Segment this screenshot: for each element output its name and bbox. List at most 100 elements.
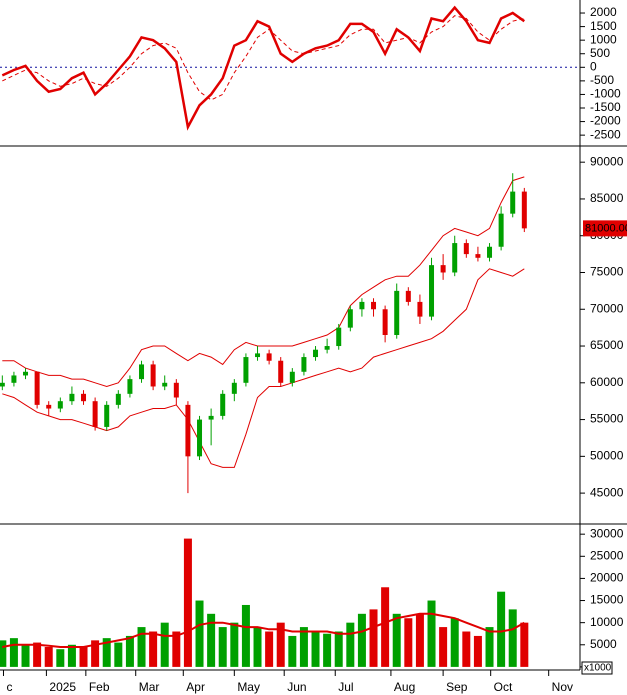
volume-bar (218, 627, 227, 667)
candle-body (452, 243, 458, 273)
volume-bar (183, 538, 192, 667)
volume-bar (473, 635, 482, 667)
volume-bar (392, 613, 401, 667)
unit-label: x1000 (584, 663, 612, 674)
volume-bar (288, 635, 297, 667)
y-tick-label: 20000 (590, 571, 624, 585)
candle-body (347, 309, 353, 328)
candle-body (127, 379, 133, 394)
x-tick-label: Nov (552, 680, 573, 694)
candle-body (173, 382, 179, 398)
volume-bar (334, 631, 343, 667)
volume-bar (508, 609, 517, 667)
volume-bar (450, 618, 459, 667)
volume-bar (114, 642, 123, 667)
band-line (2, 176, 525, 388)
candle-body (429, 265, 435, 317)
unit-box (581, 661, 613, 675)
volume-bar (427, 600, 436, 667)
volume-bar (0, 640, 7, 667)
x-tick-label: May (237, 680, 260, 694)
volume-bar (381, 587, 390, 667)
volume-bar (276, 622, 285, 667)
candle-body (115, 393, 121, 405)
candle-body (510, 191, 516, 214)
volume-bar (137, 627, 146, 667)
candle-body (301, 357, 307, 372)
volume-bar (346, 622, 355, 667)
candle-body (336, 327, 342, 347)
candle-body (92, 401, 98, 427)
volume-bar (79, 646, 88, 667)
x-tick-label: Oct (494, 680, 513, 694)
volume-bar (253, 627, 262, 667)
volume-bar (207, 613, 216, 667)
y-tick-label: 0 (590, 59, 597, 73)
y-tick-label: 50000 (590, 449, 624, 463)
volume-bar (172, 631, 181, 667)
candle-body (324, 346, 330, 350)
candle-body (313, 349, 319, 358)
y-tick-label: 15000 (590, 593, 624, 607)
volume-bar (67, 644, 76, 667)
candle-body (81, 393, 87, 402)
volume-bar (265, 631, 274, 667)
candle-body (371, 301, 377, 310)
candle-body (278, 360, 284, 383)
y-tick-label: 90000 (590, 154, 624, 168)
x-tick-label: 2025 (49, 680, 76, 694)
y-tick-label: 500 (590, 46, 610, 60)
x-tick-label: Jul (338, 680, 353, 694)
band-line (2, 268, 525, 468)
volume-bar (439, 627, 448, 667)
y-tick-label: 45000 (590, 485, 624, 499)
candle-body (0, 382, 5, 387)
candle-body (405, 290, 411, 302)
candle-body (266, 353, 272, 361)
volume-bar (9, 638, 18, 667)
y-tick-label: 70000 (590, 301, 624, 315)
candle-body (150, 364, 156, 387)
candle-body (475, 254, 481, 258)
candle-body (359, 301, 365, 310)
volume-bar (415, 613, 424, 667)
x-tick-label: Jun (287, 680, 306, 694)
volume-bar (160, 622, 169, 667)
candle-body (220, 393, 226, 416)
candle-body (197, 419, 203, 457)
candle-body (46, 404, 52, 409)
x-tick-label: Aug (394, 680, 415, 694)
volume-bar (102, 638, 111, 667)
x-tick-label: Apr (186, 680, 205, 694)
candle-body (498, 213, 504, 247)
volume-bar (311, 631, 320, 667)
candle-body (104, 404, 110, 427)
price-tag-label: 81000.00 (585, 222, 627, 234)
candle-body (440, 265, 446, 273)
candle-body (394, 290, 400, 335)
y-tick-label: 5000 (590, 637, 617, 651)
y-tick-label: 25000 (590, 548, 624, 562)
y-tick-label: -500 (590, 73, 614, 87)
volume-bar (462, 631, 471, 667)
volume-bar (21, 644, 30, 667)
candle-body (139, 364, 145, 380)
volume-bar (125, 635, 134, 667)
candle-body (243, 357, 249, 383)
y-tick-label: -1500 (590, 100, 621, 114)
volume-bar (44, 646, 53, 667)
y-tick-label: 1000 (590, 32, 617, 46)
y-tick-label: 2000 (590, 5, 617, 19)
price-tag (583, 220, 627, 237)
y-tick-label: 30000 (590, 526, 624, 540)
volume-bar (241, 604, 250, 667)
x-tick-label: Mar (139, 680, 160, 694)
candle-body (34, 371, 40, 405)
volume-bar (497, 591, 506, 667)
volume-bar (485, 627, 494, 667)
candle-body (521, 191, 527, 229)
volume-bar (323, 633, 332, 667)
y-tick-label: 85000 (590, 191, 624, 205)
